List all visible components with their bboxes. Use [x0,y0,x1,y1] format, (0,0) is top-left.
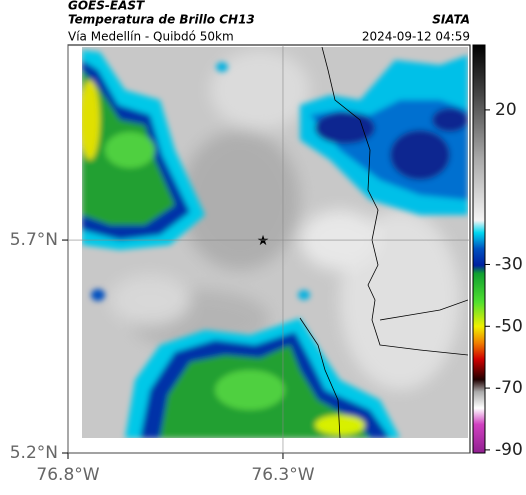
y-tick-label: 5.2°N [10,443,58,463]
y-tick-label: 5.7°N [10,230,58,250]
colorbar-tick-label: -70 [495,378,523,398]
subtitle: Vía Medellín - Quibdó 50km [68,30,234,44]
title: Temperatura de Brillo CH13 [68,13,255,27]
colorbar [472,44,486,454]
agency: SIATA [432,13,470,27]
source: GOES-EAST [68,0,145,13]
x-tick-label: 76.3°W [251,465,314,485]
colorbar-tick-label: -30 [495,254,523,274]
colorbar-tick-label: -90 [495,440,523,460]
colorbar-tick-label: -50 [495,316,523,336]
datetime: 2024-09-12 04:59 [362,30,470,44]
location-marker: ★ [257,233,270,249]
x-tick-label: 76.8°W [36,465,99,485]
colorbar-tick-label: 20 [495,100,517,120]
colorbar-scale [472,44,486,454]
satellite-image: ★ [82,47,468,438]
